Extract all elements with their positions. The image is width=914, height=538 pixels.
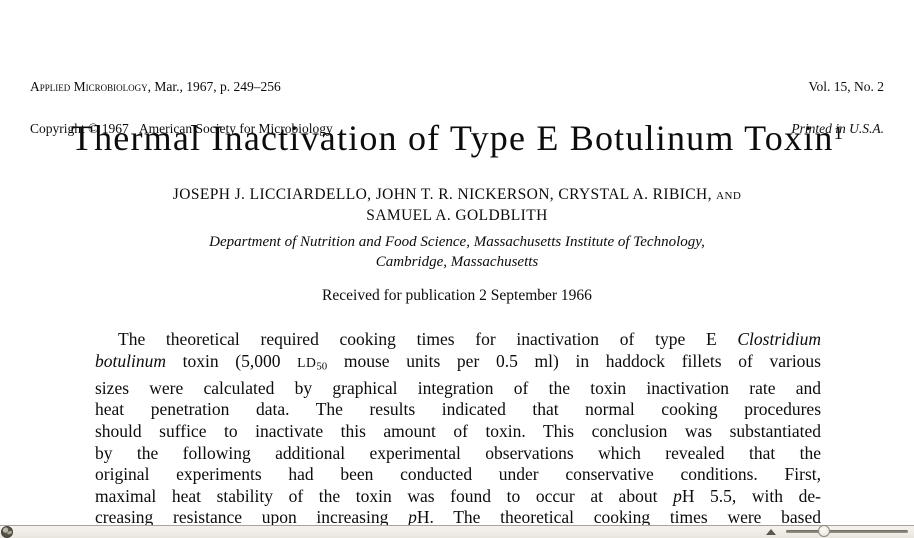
- affiliation: Department of Nutrition and Food Science…: [0, 232, 914, 272]
- abstract-line: should suffice to inactivate this amount…: [95, 421, 821, 442]
- viewer-bottom-bar: [0, 525, 914, 538]
- abstract-line: creasing resistance upon increasing pH. …: [95, 507, 821, 528]
- affiliation-line-1: Department of Nutrition and Food Science…: [209, 234, 705, 250]
- abstract-line: heat penetration data. The results indic…: [95, 399, 821, 420]
- authors-line-2: SAMUEL A. GOLDBLITH: [366, 207, 548, 224]
- journal-header: Applied Microbiology, Mar., 1967, p. 249…: [30, 52, 884, 164]
- issue-info: , Mar., 1967, p. 249–256: [147, 79, 281, 94]
- authors-and: and: [716, 186, 742, 203]
- abstract-line: The theoretical required cooking times f…: [118, 329, 821, 349]
- zoom-slider-knob[interactable]: [817, 525, 830, 537]
- zoom-slider-track-line: [786, 530, 908, 533]
- journal-issue-line: Applied Microbiology, Mar., 1967, p. 249…: [30, 80, 333, 94]
- abstract-line: original experiments had been conducted …: [95, 464, 821, 485]
- journal-name: Applied Microbiology: [30, 79, 148, 94]
- affiliation-line-2: Cambridge, Massachusetts: [375, 254, 539, 270]
- copyright-line: Copyright © 1967 American Society for Mi…: [30, 121, 333, 136]
- volume-line: Vol. 15, No. 2: [808, 79, 884, 94]
- abstract-line: by the following additional experimental…: [95, 442, 821, 463]
- journal-header-right: Vol. 15, No. 2 Printed in U.S.A.: [791, 52, 884, 164]
- journal-header-left: Applied Microbiology, Mar., 1967, p. 249…: [30, 52, 333, 164]
- authors-line-1: JOSEPH J. LICCIARDELLO, JOHN T. R. NICKE…: [0, 184, 914, 205]
- authors-names: JOSEPH J. LICCIARDELLO, JOHN T. R. NICKE…: [172, 186, 717, 203]
- globe-swirl: [6, 530, 12, 535]
- received-date-line: Received for publication 2 September 196…: [322, 287, 592, 304]
- abstract-line: maximal heat stability of the toxin was …: [95, 485, 821, 506]
- zoom-slider-track[interactable]: [786, 525, 908, 538]
- article-title-text: Thermal Inactivation of Type E Botulinum…: [70, 118, 834, 158]
- globe-icon[interactable]: [1, 526, 13, 538]
- printed-in-line: Printed in U.S.A.: [791, 121, 884, 136]
- article-title: Thermal Inactivation of Type E Botulinum…: [0, 116, 914, 167]
- up-arrow-icon[interactable]: [766, 529, 776, 535]
- abstract: The theoretical required cooking times f…: [95, 329, 821, 529]
- abstract-line: botulinum toxin (5,000 LD50 mouse units …: [95, 350, 821, 373]
- title-footnote-marker: 1: [833, 123, 844, 144]
- abstract-line: sizes were calculated by graphical integ…: [95, 377, 821, 398]
- author-list: JOSEPH J. LICCIARDELLO, JOHN T. R. NICKE…: [0, 184, 914, 226]
